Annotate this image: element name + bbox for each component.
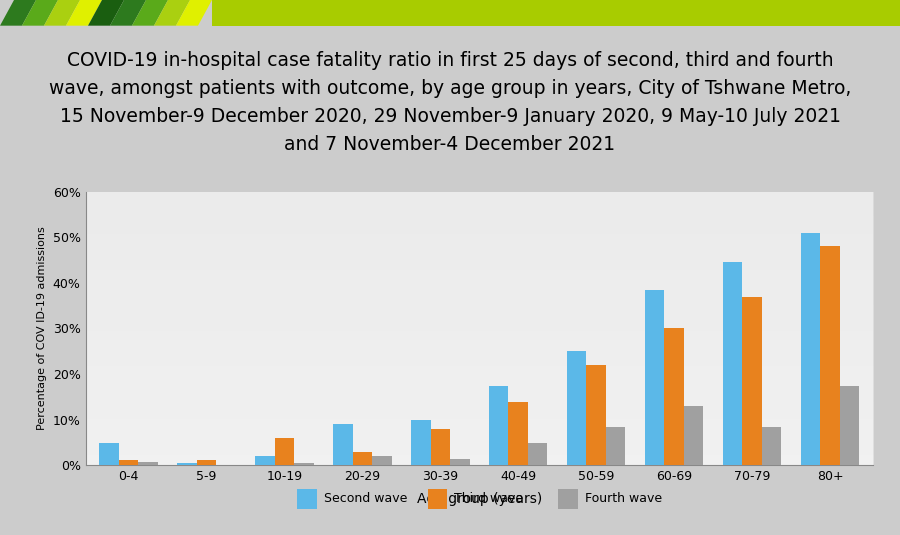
- Bar: [489, 386, 508, 465]
- Polygon shape: [132, 0, 168, 26]
- Polygon shape: [154, 0, 190, 26]
- Polygon shape: [176, 0, 212, 26]
- Bar: [664, 328, 684, 465]
- Polygon shape: [66, 0, 102, 26]
- Polygon shape: [22, 0, 58, 26]
- Bar: [587, 365, 606, 465]
- Bar: [840, 386, 860, 465]
- Bar: [333, 424, 353, 465]
- Bar: [411, 420, 430, 465]
- Text: Third wave: Third wave: [454, 492, 524, 506]
- Bar: [723, 262, 742, 465]
- Bar: [567, 351, 587, 465]
- Text: Fourth wave: Fourth wave: [585, 492, 662, 506]
- Polygon shape: [88, 0, 124, 26]
- Bar: [297, 489, 317, 509]
- Bar: [372, 456, 392, 465]
- Text: COVID-19 in-hospital case fatality ratio in first 25 days of second, third and f: COVID-19 in-hospital case fatality ratio…: [49, 51, 851, 154]
- Bar: [742, 296, 762, 465]
- Bar: [119, 460, 138, 465]
- Bar: [762, 426, 781, 465]
- Bar: [606, 426, 626, 465]
- Bar: [99, 442, 119, 465]
- Polygon shape: [0, 0, 36, 26]
- Bar: [821, 246, 840, 465]
- Bar: [645, 289, 664, 465]
- Y-axis label: Percentage of COV ID-19 admissions: Percentage of COV ID-19 admissions: [37, 227, 47, 430]
- X-axis label: Age group (years): Age group (years): [417, 492, 542, 506]
- Bar: [196, 460, 216, 465]
- Text: Second wave: Second wave: [324, 492, 408, 506]
- Bar: [684, 406, 704, 465]
- Bar: [801, 233, 821, 465]
- Bar: [138, 462, 157, 465]
- Bar: [450, 458, 470, 465]
- Bar: [430, 429, 450, 465]
- Bar: [428, 489, 447, 509]
- Bar: [274, 438, 294, 465]
- Bar: [255, 456, 274, 465]
- Bar: [294, 463, 313, 465]
- Bar: [177, 463, 196, 465]
- Bar: [353, 452, 372, 465]
- Polygon shape: [44, 0, 80, 26]
- Bar: [558, 489, 578, 509]
- Bar: [508, 402, 528, 465]
- Polygon shape: [110, 0, 146, 26]
- Bar: [528, 442, 547, 465]
